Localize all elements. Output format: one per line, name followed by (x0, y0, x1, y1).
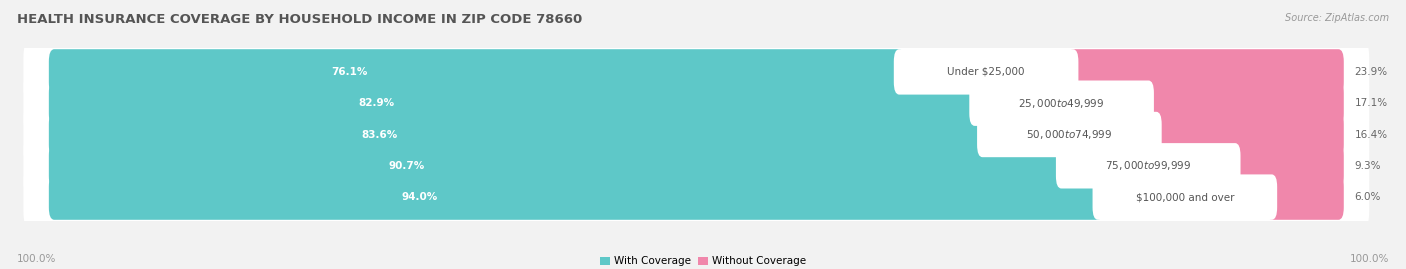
FancyBboxPatch shape (49, 174, 1104, 220)
Text: HEALTH INSURANCE COVERAGE BY HOUSEHOLD INCOME IN ZIP CODE 78660: HEALTH INSURANCE COVERAGE BY HOUSEHOLD I… (17, 13, 582, 26)
Text: $100,000 and over: $100,000 and over (1136, 192, 1234, 202)
FancyBboxPatch shape (1152, 112, 1344, 157)
Text: Source: ZipAtlas.com: Source: ZipAtlas.com (1285, 13, 1389, 23)
FancyBboxPatch shape (49, 49, 904, 95)
FancyBboxPatch shape (1092, 174, 1277, 220)
Text: $75,000 to $99,999: $75,000 to $99,999 (1105, 159, 1191, 172)
FancyBboxPatch shape (894, 49, 1078, 95)
Text: 9.3%: 9.3% (1354, 161, 1381, 171)
Text: Under $25,000: Under $25,000 (948, 67, 1025, 77)
FancyBboxPatch shape (24, 34, 1369, 110)
Text: 100.0%: 100.0% (17, 254, 56, 264)
FancyBboxPatch shape (1267, 174, 1344, 220)
FancyBboxPatch shape (24, 65, 1369, 141)
FancyBboxPatch shape (1056, 143, 1240, 189)
Text: 76.1%: 76.1% (332, 67, 368, 77)
Text: 23.9%: 23.9% (1354, 67, 1388, 77)
Text: 100.0%: 100.0% (1350, 254, 1389, 264)
Text: $50,000 to $74,999: $50,000 to $74,999 (1026, 128, 1112, 141)
FancyBboxPatch shape (969, 80, 1154, 126)
Text: 17.1%: 17.1% (1354, 98, 1388, 108)
Text: 83.6%: 83.6% (361, 129, 398, 140)
Legend: With Coverage, Without Coverage: With Coverage, Without Coverage (596, 252, 810, 269)
Text: 6.0%: 6.0% (1354, 192, 1381, 202)
FancyBboxPatch shape (24, 128, 1369, 204)
FancyBboxPatch shape (1067, 49, 1344, 95)
Text: 82.9%: 82.9% (359, 98, 395, 108)
FancyBboxPatch shape (49, 143, 1067, 189)
Text: $25,000 to $49,999: $25,000 to $49,999 (1018, 97, 1105, 110)
FancyBboxPatch shape (24, 96, 1369, 173)
FancyBboxPatch shape (49, 112, 988, 157)
FancyBboxPatch shape (24, 159, 1369, 235)
FancyBboxPatch shape (49, 80, 980, 126)
Text: 16.4%: 16.4% (1354, 129, 1388, 140)
Text: 94.0%: 94.0% (401, 192, 437, 202)
FancyBboxPatch shape (1143, 80, 1344, 126)
FancyBboxPatch shape (1230, 143, 1344, 189)
FancyBboxPatch shape (977, 112, 1161, 157)
Text: 90.7%: 90.7% (388, 161, 425, 171)
